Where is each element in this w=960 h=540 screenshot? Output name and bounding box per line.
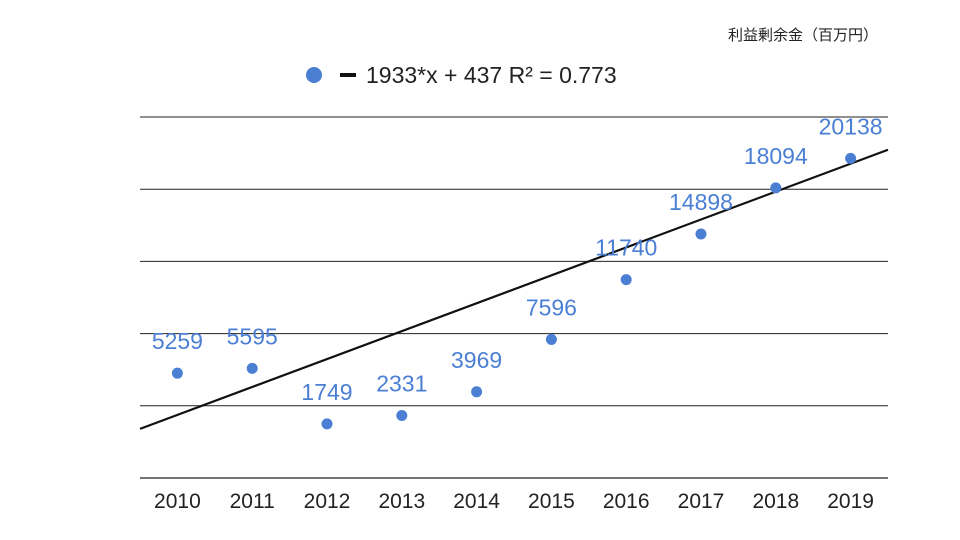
trendline xyxy=(139,148,889,430)
x-tick-label: 2018 xyxy=(752,490,799,513)
x-tick-label: 2017 xyxy=(678,490,725,513)
data-label-2017: 14898 xyxy=(669,189,733,215)
data-label-2010: 5259 xyxy=(152,328,203,354)
data-point-2012 xyxy=(321,418,333,430)
data-label-2016: 11740 xyxy=(595,235,657,261)
data-label-2015: 7596 xyxy=(526,294,577,320)
data-point-2018 xyxy=(770,182,782,194)
data-label-2013: 2331 xyxy=(376,370,427,396)
data-label-2011: 5595 xyxy=(227,323,278,349)
legend-trendline-label: 1933*x + 437 R² = 0.773 xyxy=(366,61,617,88)
x-tick-label: 2014 xyxy=(453,490,500,513)
data-point-2013 xyxy=(396,409,408,421)
data-point-2016 xyxy=(620,274,632,286)
data-point-2011 xyxy=(246,362,258,374)
x-tick-label: 2013 xyxy=(378,490,425,513)
legend: 1933*x + 437 R² = 0.773 xyxy=(306,60,617,90)
x-tick-label: 2012 xyxy=(304,490,351,513)
x-tick-label: 2019 xyxy=(827,490,874,513)
data-point-2019 xyxy=(845,152,857,164)
x-tick-label: 2015 xyxy=(528,490,575,513)
legend-trendline-marker xyxy=(340,73,356,77)
data-label-2019: 20138 xyxy=(819,113,883,139)
legend-point-marker xyxy=(306,67,322,83)
x-tick-label: 2011 xyxy=(230,490,275,513)
data-label-2012: 1749 xyxy=(301,379,352,405)
unit-label: 利益剰余金（百万円） xyxy=(727,26,878,44)
data-point-2015 xyxy=(545,333,557,345)
x-tick-label: 2016 xyxy=(603,490,650,513)
data-label-2018: 18094 xyxy=(744,143,808,169)
x-tick-label: 2010 xyxy=(154,490,201,513)
data-point-2014 xyxy=(471,386,483,398)
data-label-2014: 3969 xyxy=(451,347,502,373)
data-point-2017 xyxy=(695,228,707,240)
data-point-2010 xyxy=(171,367,183,379)
